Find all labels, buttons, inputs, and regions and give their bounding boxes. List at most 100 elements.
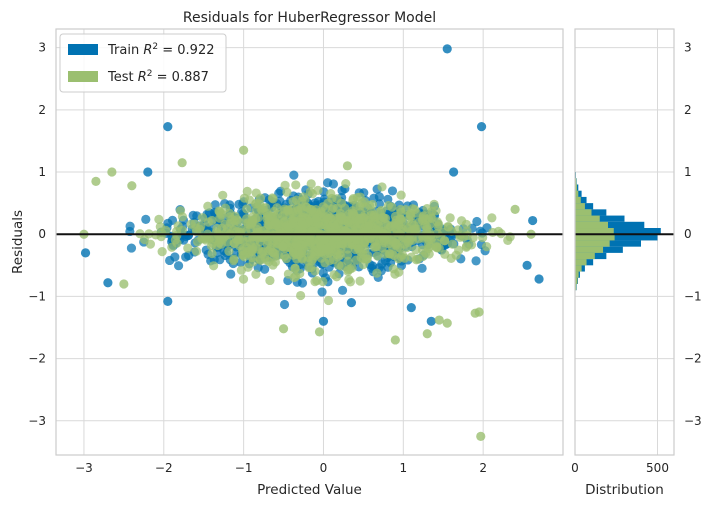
histogram-bar-test xyxy=(575,215,600,222)
data-point xyxy=(503,235,513,245)
data-point xyxy=(445,213,455,223)
data-point xyxy=(413,234,424,244)
data-point xyxy=(461,219,471,229)
outlier-point xyxy=(510,204,520,214)
data-point xyxy=(374,224,384,234)
outlier-point xyxy=(91,176,101,186)
chart-title: Residuals for HuberRegressor Model xyxy=(183,10,436,26)
histogram-bar-test xyxy=(575,196,581,204)
outlier-point xyxy=(107,167,117,177)
outlier-point xyxy=(342,161,353,171)
data-point xyxy=(417,263,427,273)
histogram-x-tick-label: 0 xyxy=(571,461,579,475)
data-point xyxy=(482,241,492,252)
data-point xyxy=(267,193,277,203)
data-point xyxy=(345,277,356,287)
outlier-point xyxy=(528,215,538,226)
data-point xyxy=(207,248,217,259)
x-tick-label: 1 xyxy=(399,461,407,475)
data-point xyxy=(262,212,273,222)
y-tick-label: −2 xyxy=(28,352,46,366)
data-point xyxy=(431,242,442,252)
y-tick-labels: −3 −2 −1 0 1 2 3 xyxy=(28,41,46,428)
data-point xyxy=(329,270,339,280)
histogram-bar-test xyxy=(575,184,577,191)
histogram-bar-test xyxy=(575,221,608,229)
data-point xyxy=(406,252,416,262)
outlier-point xyxy=(442,44,452,54)
data-point xyxy=(403,215,414,225)
x-tick-label: 0 xyxy=(320,461,328,475)
data-point xyxy=(423,239,434,250)
data-point xyxy=(378,212,388,222)
data-point xyxy=(345,264,355,274)
data-point xyxy=(283,222,293,232)
y-tick-label: −1 xyxy=(28,289,46,303)
data-point xyxy=(288,196,298,207)
legend-box xyxy=(59,33,227,93)
outlier-point xyxy=(127,181,137,191)
data-point xyxy=(396,190,406,200)
outlier-point xyxy=(177,158,187,168)
x-tick-label: −1 xyxy=(235,461,253,475)
outlier-point xyxy=(163,122,173,132)
data-point xyxy=(311,213,322,223)
data-point xyxy=(319,235,330,245)
data-point xyxy=(297,231,307,241)
data-point xyxy=(217,223,227,233)
data-point xyxy=(222,237,233,247)
histogram-bar-test xyxy=(575,190,579,197)
data-point xyxy=(306,179,316,189)
legend-train-swatch xyxy=(68,44,98,55)
outlier-point xyxy=(406,303,416,313)
data-point xyxy=(337,285,348,295)
data-point xyxy=(281,253,291,264)
data-point xyxy=(323,295,334,306)
data-point xyxy=(305,234,315,244)
data-point xyxy=(226,269,236,279)
legend: Train R2 = 0.922 Test R2 = 0.887 xyxy=(59,33,227,93)
data-point xyxy=(403,237,413,248)
data-point xyxy=(366,206,376,217)
data-point xyxy=(321,244,331,254)
data-point xyxy=(236,265,246,275)
data-point xyxy=(289,213,299,223)
data-point xyxy=(319,212,329,222)
data-point xyxy=(372,268,382,278)
data-point xyxy=(157,247,167,257)
data-point xyxy=(330,230,340,241)
data-point xyxy=(251,188,261,198)
data-point xyxy=(443,222,454,232)
data-point xyxy=(145,239,156,249)
data-point xyxy=(307,204,317,215)
histogram-y-tick-labels: −3 −2 −1 0 1 2 3 xyxy=(684,41,702,428)
histogram-bar-train xyxy=(575,234,658,241)
data-point xyxy=(209,234,219,244)
data-point xyxy=(320,203,331,214)
data-point xyxy=(377,182,387,192)
data-point xyxy=(251,206,261,216)
outlier-point xyxy=(476,122,487,132)
outlier-point xyxy=(476,431,486,441)
histogram-x-label: Distribution xyxy=(585,482,664,498)
data-point xyxy=(423,214,434,224)
outlier-point xyxy=(239,145,249,155)
histogram-y-tick-label: −2 xyxy=(684,352,702,366)
y-tick-label: 1 xyxy=(38,165,46,179)
data-point xyxy=(462,241,472,251)
data-point xyxy=(421,248,431,258)
data-point xyxy=(371,242,382,252)
data-point xyxy=(427,206,437,216)
data-point xyxy=(156,228,167,238)
histogram-bar-test xyxy=(575,259,587,266)
outlier-point xyxy=(80,248,91,258)
data-point xyxy=(242,186,252,196)
data-point xyxy=(344,234,354,244)
data-point xyxy=(388,237,398,247)
y-axis-label: Residuals xyxy=(10,210,26,274)
data-point xyxy=(387,186,398,196)
data-point xyxy=(453,225,463,235)
histogram-bar-test xyxy=(575,228,614,235)
data-point xyxy=(422,222,432,232)
x-tick-labels: −3 −2 −1 0 1 2 xyxy=(75,461,487,475)
